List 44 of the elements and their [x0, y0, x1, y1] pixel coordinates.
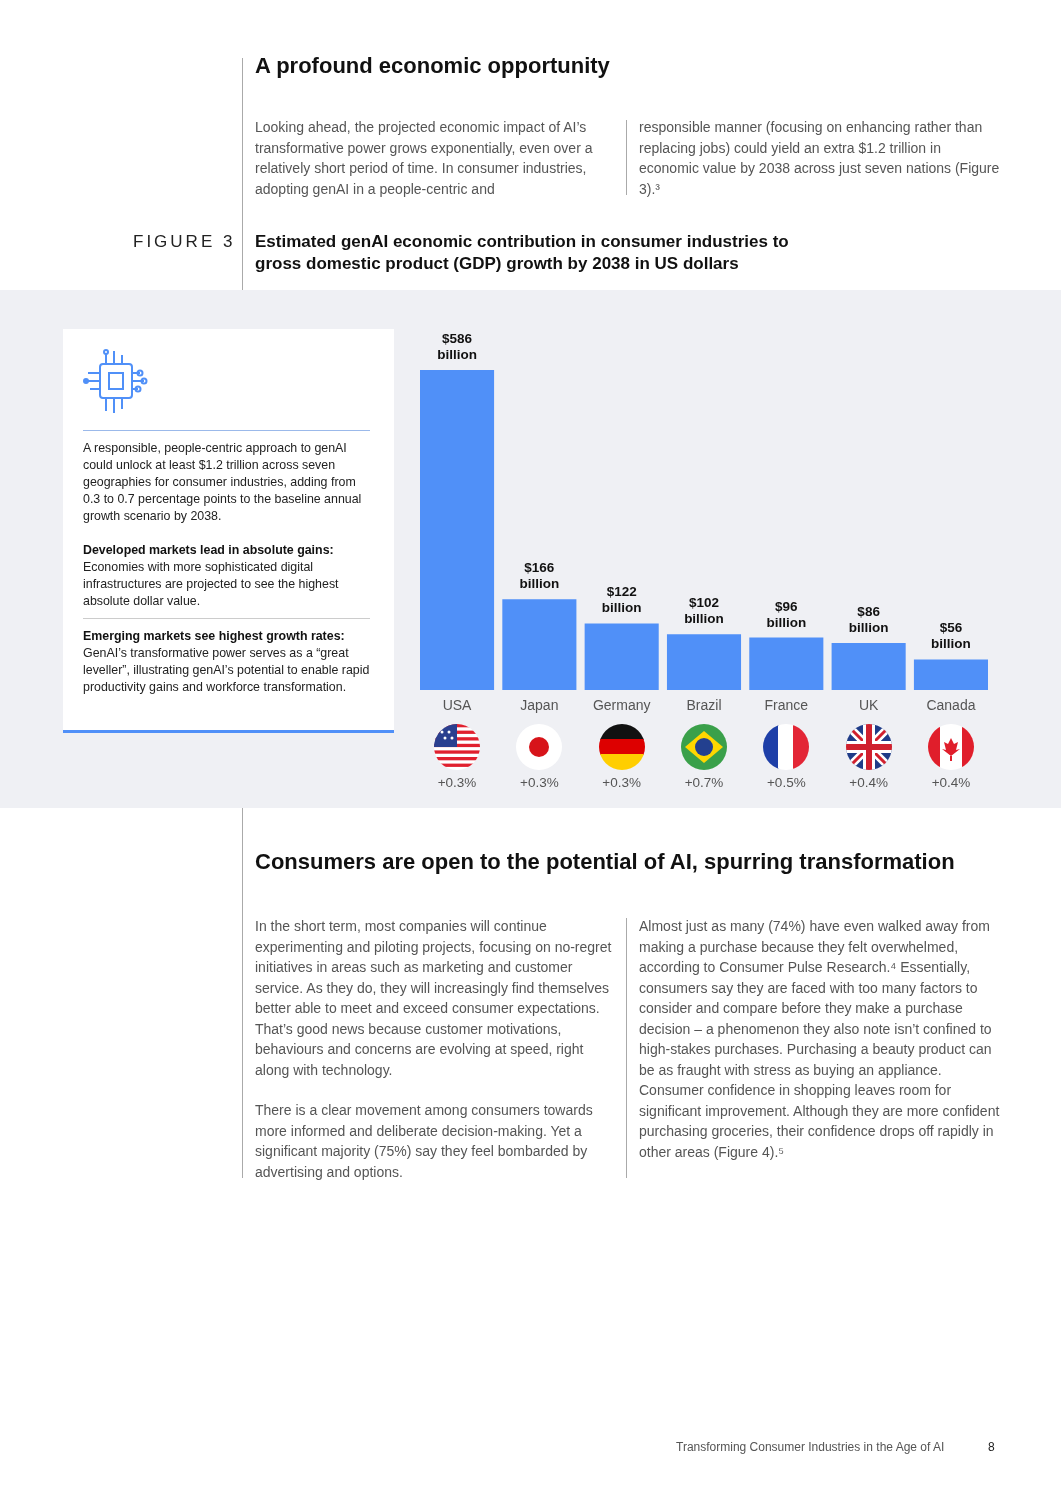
text: Almost just as many (74%) have even walked away from making a purchase because they felt overwhelmed, according to Consumer Pulse Research.⁴ Essentially, consumers say they are faced with too many factors to consider and compare before they make a purchase decision – a phenomenon they also note isn’t confined to high-stakes purchases. Purchasing a beauty product can be as fraught with stress as buying an appliance. Consumer confidence in shopping leaves room for significant improvement. Although they are more confident purchasing groceries, their confidence drops off rapidly in other areas (Figure 4).⁵ [639, 918, 1000, 1160]
text: Developed markets lead in absolute gains: [83, 543, 334, 557]
text: responsible manner (focusing on enhancing rather than replacing jobs) could yield an extra $1.2 trillion in economic value by 2038 across just seven nations (Figure 3).³ [639, 118, 1001, 199]
text: A responsible, people-centric approach to genAI could unlock at least $1.2 trillion across seven geographies for consumer industries, adding from 0.3 to 0.7 percentage points to the baseline annual growth scenario by 2038. [83, 440, 363, 525]
text: +0.3% [602, 775, 642, 790]
x-tick-label: France [764, 696, 809, 713]
text: 8 [988, 1440, 996, 1454]
data-label: $102 billion [684, 595, 724, 627]
text: +0.7% [684, 775, 724, 790]
text: Emerging markets see highest growth rates: [83, 629, 345, 643]
text: GenAI’s transformative power serves as a “great leveller”, illustrating genAI’s potential to enable rapid productivity gains and workforce transformation. [83, 646, 370, 694]
data-label: $56 billion [931, 620, 971, 652]
text: +0.4% [849, 775, 888, 790]
text: There is a clear movement among consumers towards more informed and deliberate decision-making. Yet a significant majority (75%) say they feel bombarded by advertising and options. [255, 1101, 594, 1182]
bar [420, 370, 495, 690]
chart-title: Estimated genAI economic contribution in consumer industries to gross domestic product (GDP) growth by 2038 in US dollars [255, 231, 790, 274]
text: +0.3% [520, 775, 559, 790]
x-tick-label: Canada [926, 696, 976, 713]
text: Transforming Consumer Industries in the Age of AI [676, 1440, 946, 1454]
text: A profound economic opportunity [255, 53, 611, 79]
data-label: $586 billion [437, 331, 477, 362]
data-label: $166 billion [519, 560, 560, 592]
data-label: $122 billion [601, 584, 642, 616]
x-tick-label: UK [858, 696, 880, 713]
text: Consumers are open to the potential of AI, spurring transformation [255, 849, 956, 875]
text: +0.5% [766, 775, 806, 790]
bar [749, 637, 824, 690]
caption: FIGURE 3 [133, 232, 237, 252]
text: +0.4% [931, 775, 971, 790]
bar [584, 623, 659, 690]
bar [666, 634, 742, 690]
bar [831, 643, 906, 690]
data-label: $86 billion [848, 604, 889, 636]
x-tick-label: Japan [520, 696, 559, 713]
text: Looking ahead, the projected economic impact of AI’s transformative power grows exponentially, even over a relatively short period of time. In consumer industries, adopting genAI in a people-centric and [255, 118, 594, 199]
x-tick-label: Brazil [686, 696, 722, 713]
bar [913, 659, 988, 690]
bar [502, 599, 577, 690]
data-label: $96 billion [766, 598, 807, 630]
x-tick-label: USA [442, 696, 473, 713]
x-tick-label: Germany [592, 696, 651, 713]
text: Economies with more sophisticated digital infrastructures are projected to see the highest absolute dollar value. [83, 560, 339, 608]
text: +0.3% [437, 775, 477, 790]
text: In the short term, most companies will continue experimenting and piloting projects, focusing on no-regret initiatives in areas such as marketing and customer service. As they do, they will increasingly find themselves better able to meet and exceed consumer expectations. That’s good news because customer motivations, behaviours and concerns are evolving at speed, right along with technology. [255, 917, 613, 1080]
